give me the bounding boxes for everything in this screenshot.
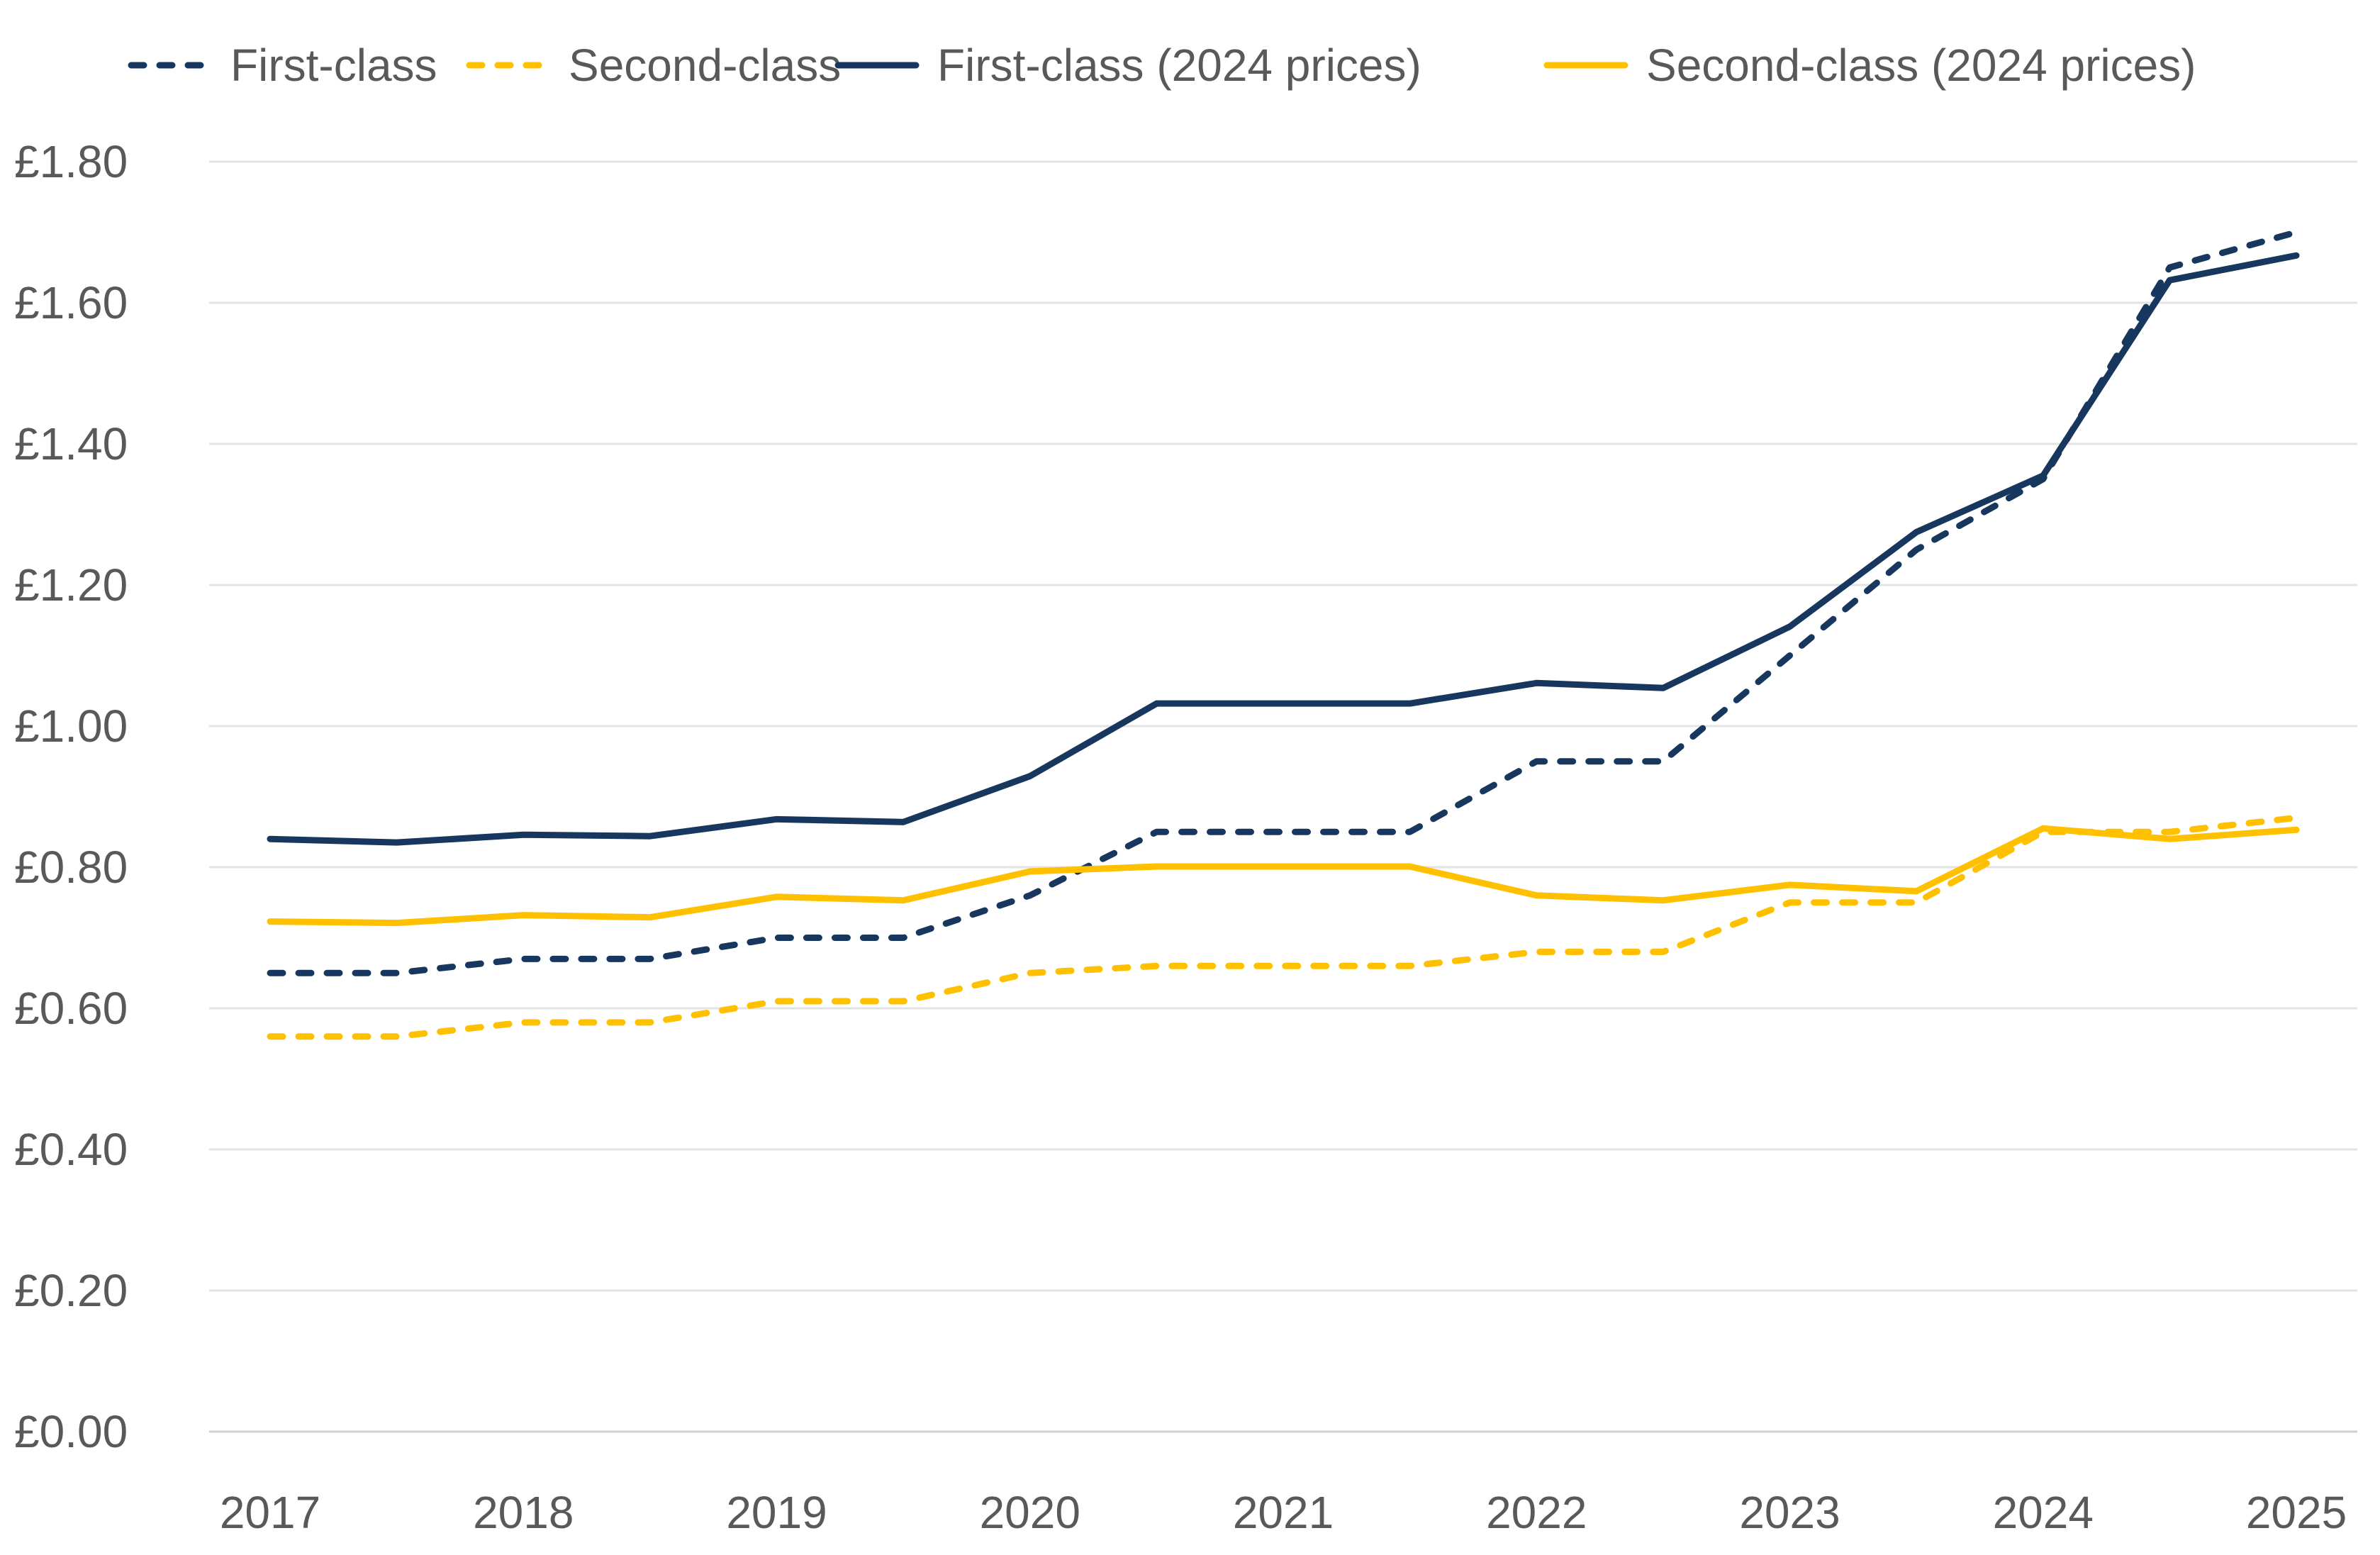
y-axis-tick-labels: £0.00 £0.20 £0.40 £0.60 £0.80 £1.00 £1.20 £1.40… (14, 136, 128, 1457)
legend-label: First-class (230, 40, 437, 91)
y-tick-label: £1.20 (14, 559, 128, 611)
y-tick-label: £0.60 (14, 983, 128, 1034)
y-tick-label: £0.20 (14, 1265, 128, 1316)
x-tick-label: 2022 (1486, 1487, 1587, 1538)
x-tick-label: 2023 (1739, 1487, 1840, 1538)
series-line-2 (267, 252, 2300, 846)
series-line-3 (267, 825, 2300, 927)
x-axis-tick-labels: 2017 2018 2019 2020 2021 2022 2023 2024 2025 (220, 1487, 2347, 1538)
x-tick-label: 2018 (473, 1487, 574, 1538)
legend: First-class Second-class First-class (2024… (128, 40, 2196, 91)
legend-label: First-class (2024 prices) (937, 40, 1421, 91)
x-tick-label: 2020 (980, 1487, 1080, 1538)
series-line-0 (267, 229, 2300, 976)
series-lines (267, 229, 2300, 1040)
y-tick-label: £1.00 (14, 701, 128, 752)
legend-label: Second-class (569, 40, 841, 91)
y-tick-label: £0.80 (14, 842, 128, 893)
legend-label: Second-class (2024 prices) (1646, 40, 2196, 91)
y-tick-label: £1.40 (14, 418, 128, 469)
x-tick-label: 2017 (220, 1487, 320, 1538)
x-tick-label: 2024 (1993, 1487, 2094, 1538)
y-tick-label: £1.60 (14, 277, 128, 328)
x-tick-label: 2019 (726, 1487, 827, 1538)
x-tick-label: 2025 (2246, 1487, 2347, 1538)
gridlines (209, 160, 2357, 1433)
y-tick-label: £0.00 (14, 1406, 128, 1457)
y-tick-label: £1.80 (14, 136, 128, 187)
y-tick-label: £0.40 (14, 1124, 128, 1175)
series-line-1 (267, 814, 2300, 1040)
x-tick-label: 2021 (1233, 1487, 1334, 1538)
